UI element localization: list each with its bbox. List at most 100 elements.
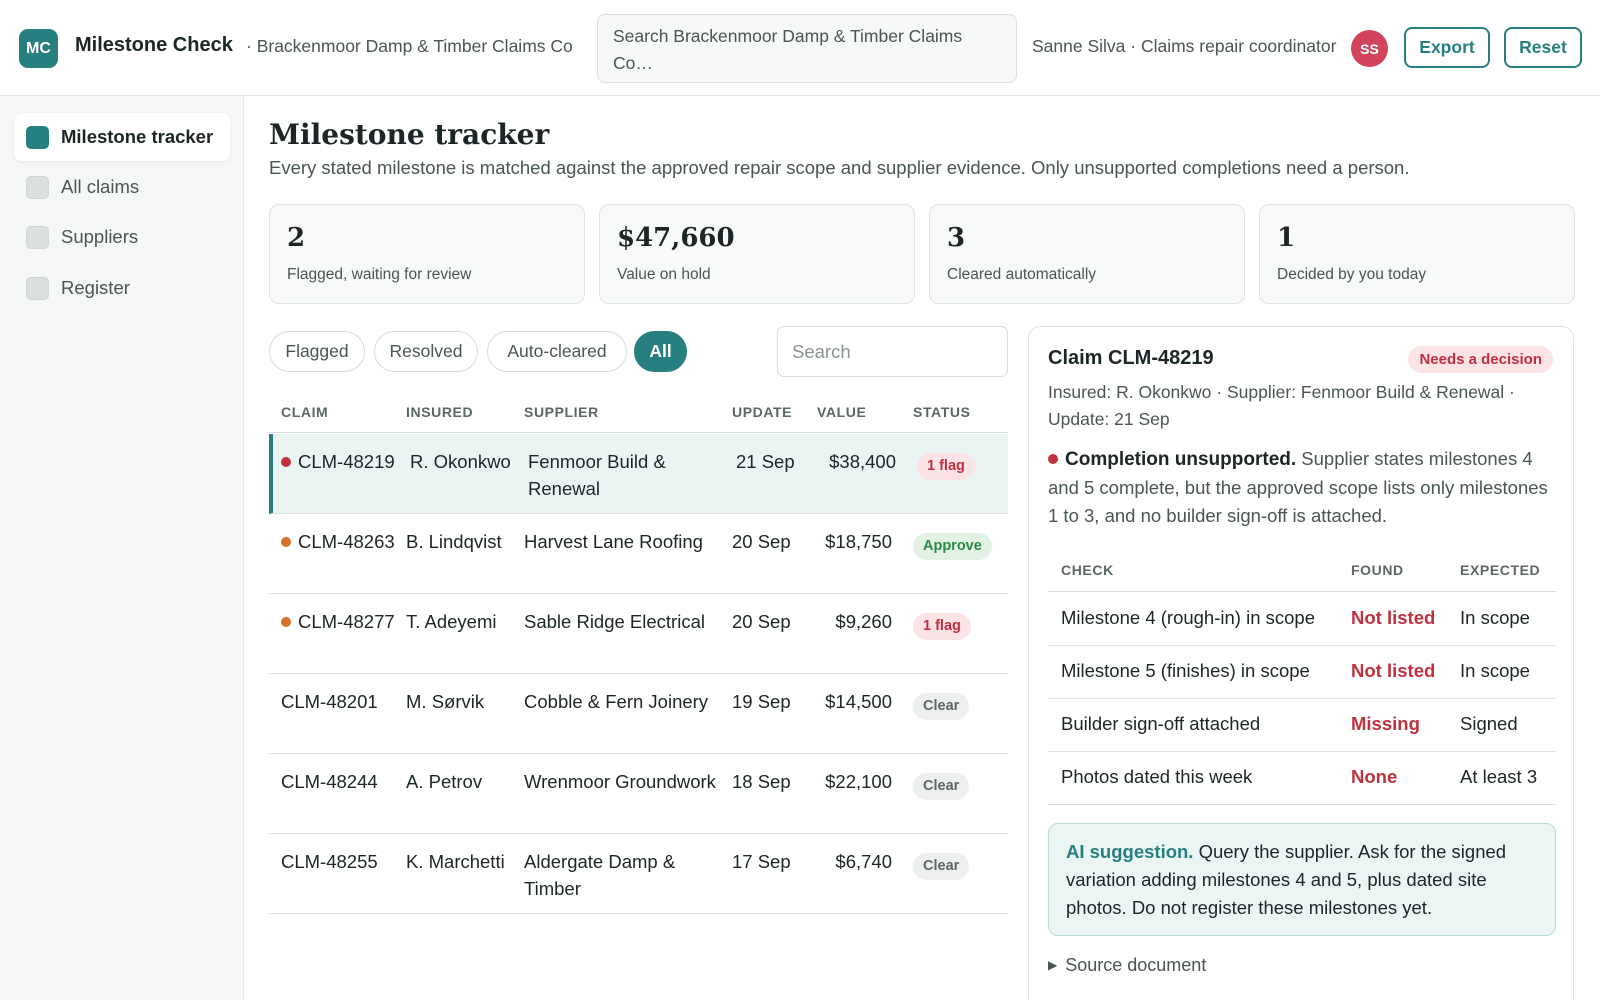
status-cell: 1 flag (917, 450, 975, 480)
supplier-cell: Harvest Lane Roofing (524, 531, 703, 552)
register-icon (26, 276, 49, 300)
table-row[interactable]: CLM-48201 M. Sørvik Cobble & Fern Joiner… (269, 674, 1008, 754)
column-header-insured[interactable]: INSURED (406, 404, 474, 420)
value-cell: $22,100 (825, 771, 892, 792)
column-header-update[interactable]: UPDATE (732, 404, 793, 420)
disclosure-triangle-icon: ▶ (1048, 958, 1058, 972)
supplier-cell: Cobble & Fern Joinery (524, 691, 709, 712)
stat-card-value-on-hold: $47,660 Value on hold (599, 204, 915, 304)
ai-suggestion-box: AI suggestion. Query the supplier. Ask f… (1048, 823, 1556, 936)
stat-card-flagged: 2 Flagged, waiting for review (269, 204, 585, 304)
stat-label: Cleared automatically (947, 266, 1097, 283)
reset-button[interactable]: Reset (1504, 27, 1582, 68)
global-search-input[interactable]: Search Brackenmoor Damp & Timber Claims … (597, 14, 1017, 83)
filter-flagged[interactable]: Flagged (269, 331, 365, 372)
stat-value: $47,660 (617, 223, 735, 253)
column-header-claim[interactable]: CLAIM (281, 404, 329, 420)
claim-id-cell: CLM-48263 (281, 528, 396, 555)
stat-value: 2 (287, 223, 306, 253)
filter-auto-cleared[interactable]: Auto-cleared (487, 331, 627, 372)
supplier-cell: Sable Ridge Electrical (524, 611, 705, 632)
check-found: Not listed (1351, 660, 1436, 681)
claim-id-cell: CLM-48244 (281, 771, 378, 792)
status-badge: 1 flag (913, 613, 971, 640)
value-cell: $18,750 (825, 531, 892, 552)
avatar[interactable]: SS (1351, 30, 1388, 67)
update-cell: 20 Sep (732, 531, 791, 552)
status-badge: Clear (913, 693, 970, 720)
stat-card-cleared: 3 Cleared automatically (929, 204, 1245, 304)
source-document-toggle[interactable]: ▶ Source document (1048, 955, 1206, 976)
claim-id: CLM-48277 (298, 611, 395, 632)
filter-all[interactable]: All (634, 331, 687, 372)
user-label: Sanne Silva · Claims repair coordinator (1032, 36, 1337, 56)
claim-id-cell: CLM-48255 (281, 851, 378, 872)
all-claims-icon (26, 175, 49, 199)
org-name: · Brackenmoor Damp & Timber Claims Co (246, 36, 573, 56)
insured-cell: R. Okonkwo (410, 451, 511, 472)
check-found: None (1351, 766, 1398, 787)
column-header-supplier[interactable]: SUPPLIER (524, 404, 599, 420)
suppliers-icon (26, 225, 49, 249)
table-row[interactable]: CLM-48263 B. Lindqvist Harvest Lane Roof… (269, 514, 1008, 594)
sidebar-item-register[interactable]: Register (14, 264, 230, 312)
value-cell: $6,740 (835, 851, 892, 872)
status-badge: Clear (913, 853, 970, 880)
table-search-input[interactable]: Search (777, 326, 1008, 377)
filter-resolved[interactable]: Resolved (374, 331, 478, 372)
status-badge: Approve (913, 533, 992, 560)
status-cell: 1 flag (913, 610, 971, 640)
stat-value: 3 (947, 223, 966, 253)
table-row[interactable]: CLM-48255 K. Marchetti Aldergate Damp & … (269, 834, 1008, 914)
page-subtitle: Every stated milestone is matched agains… (269, 157, 1410, 178)
stat-label: Decided by you today (1277, 266, 1427, 283)
insured-cell: B. Lindqvist (406, 531, 502, 552)
check-row: Photos dated this week None At least 3 (1048, 752, 1556, 805)
column-header-status[interactable]: STATUS (913, 404, 971, 420)
status-badge: 1 flag (917, 453, 975, 480)
flag-dot-icon (281, 457, 291, 467)
status-cell: Approve (913, 530, 992, 560)
sidebar-item-all-claims[interactable]: All claims (14, 163, 230, 211)
check-name: Photos dated this week (1061, 766, 1253, 787)
claim-id-cell: CLM-48277 (281, 608, 396, 635)
finding-text: Supplier states milestones 4 and 5 compl… (1048, 448, 1548, 526)
check-expected: At least 3 (1460, 766, 1538, 787)
insured-cell: A. Petrov (406, 771, 483, 792)
check-name: Milestone 4 (rough-in) in scope (1061, 607, 1315, 628)
update-cell: 17 Sep (732, 851, 791, 872)
update-cell: 18 Sep (732, 771, 791, 792)
table-row[interactable]: CLM-48244 A. Petrov Wrenmoor Groundwork … (269, 754, 1008, 834)
milestone-tracker-icon (26, 125, 49, 149)
ai-suggestion-text: Query the supplier. Ask for the signed v… (1066, 841, 1507, 918)
insured-cell: T. Adeyemi (406, 611, 497, 632)
needs-decision-badge: Needs a decision (1408, 346, 1553, 373)
supplier-cell: Aldergate Damp & Timber (524, 851, 676, 899)
update-cell: 20 Sep (732, 611, 791, 632)
app-name: Milestone Check (75, 34, 233, 56)
finding-summary: Completion unsupported. Supplier states … (1048, 445, 1556, 530)
check-expected: Signed (1460, 713, 1518, 734)
check-expected: In scope (1460, 660, 1530, 681)
column-header-value[interactable]: VALUE (817, 404, 867, 420)
ai-suggestion-label: AI suggestion. (1066, 841, 1194, 862)
warning-dot-icon (281, 537, 291, 547)
export-button[interactable]: Export (1404, 27, 1490, 68)
source-document-label: Source document (1065, 955, 1207, 975)
stat-card-decided: 1 Decided by you today (1259, 204, 1575, 304)
check-row: Milestone 5 (finishes) in scope Not list… (1048, 646, 1556, 699)
sidebar-item-milestone-tracker[interactable]: Milestone tracker (14, 113, 230, 161)
detail-meta: Insured: R. Okonkwo · Supplier: Fenmoor … (1048, 382, 1515, 429)
table-row[interactable]: CLM-48277 T. Adeyemi Sable Ridge Electri… (269, 594, 1008, 674)
claim-id: CLM-48263 (298, 531, 395, 552)
supplier-cell: Fenmoor Build & Renewal (528, 451, 666, 499)
page-title: Milestone tracker (269, 118, 550, 151)
value-cell: $38,400 (829, 451, 896, 472)
table-header: CLAIM INSURED SUPPLIER UPDATE VALUE STAT… (269, 396, 1008, 433)
stat-value: 1 (1277, 223, 1296, 253)
status-cell: Clear (913, 770, 970, 800)
claim-detail-panel: Claim CLM-48219 Needs a decision Insured… (1028, 326, 1574, 1000)
sidebar-item-suppliers[interactable]: Suppliers (14, 213, 230, 261)
claim-id: CLM-48219 (298, 451, 395, 472)
table-row[interactable]: CLM-48219 R. Okonkwo Fenmoor Build & Ren… (269, 434, 1008, 514)
